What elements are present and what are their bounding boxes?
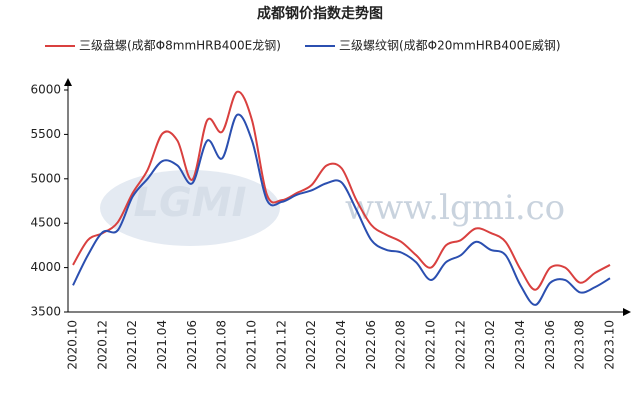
x-axis-arrow xyxy=(623,308,631,316)
line xyxy=(72,113,611,306)
x-tick-label: 2021.10 xyxy=(245,320,259,370)
x-tick-label: 2022.04 xyxy=(334,320,348,370)
y-tick-label: 5000 xyxy=(30,171,61,185)
x-tick-label: 2021.04 xyxy=(155,320,169,370)
legend-label: 三级螺纹钢(成都Φ20mmHRB400E威钢) xyxy=(339,39,561,53)
x-tick-label: 2021.12 xyxy=(274,320,288,370)
y-tick-label: 3500 xyxy=(30,305,61,319)
x-tick-label: 2023.04 xyxy=(513,320,527,370)
x-tick-label: 2020.12 xyxy=(95,320,109,370)
x-tick-label: 2023.02 xyxy=(483,320,497,370)
x-tick-label: 2021.02 xyxy=(125,320,139,370)
x-tick-label: 2023.10 xyxy=(603,320,617,370)
watermark: www.lgmi.co xyxy=(345,188,565,228)
x-tick-label: 2022.12 xyxy=(453,320,467,370)
chart-title: 成都钢价指数走势图 xyxy=(257,5,383,22)
y-tick-label: 6000 xyxy=(30,83,61,97)
x-tick-label: 2023.08 xyxy=(573,320,587,370)
x-tick-label: 2023.06 xyxy=(543,320,557,370)
x-tick-label: 2021.06 xyxy=(185,320,199,370)
legend-label: 三级盘螺(成都Φ8mmHRB400E龙钢) xyxy=(79,38,281,53)
x-tick-label: 2021.08 xyxy=(215,320,229,370)
x-tick-label: 2020.10 xyxy=(66,320,80,370)
y-tick-label: 4500 xyxy=(30,216,61,230)
x-tick-label: 2022.02 xyxy=(304,320,318,370)
x-tick-label: 2022.10 xyxy=(424,320,438,370)
x-tick-label: 2022.08 xyxy=(394,320,408,370)
x-tick-label: 2022.06 xyxy=(364,320,378,370)
y-tick-label: 5500 xyxy=(30,127,61,141)
watermark-logo-shape xyxy=(100,170,280,246)
line xyxy=(72,90,611,291)
y-axis-arrow xyxy=(64,78,72,86)
y-tick-label: 4000 xyxy=(30,260,61,274)
watermark-logo: LGMI xyxy=(133,180,246,226)
